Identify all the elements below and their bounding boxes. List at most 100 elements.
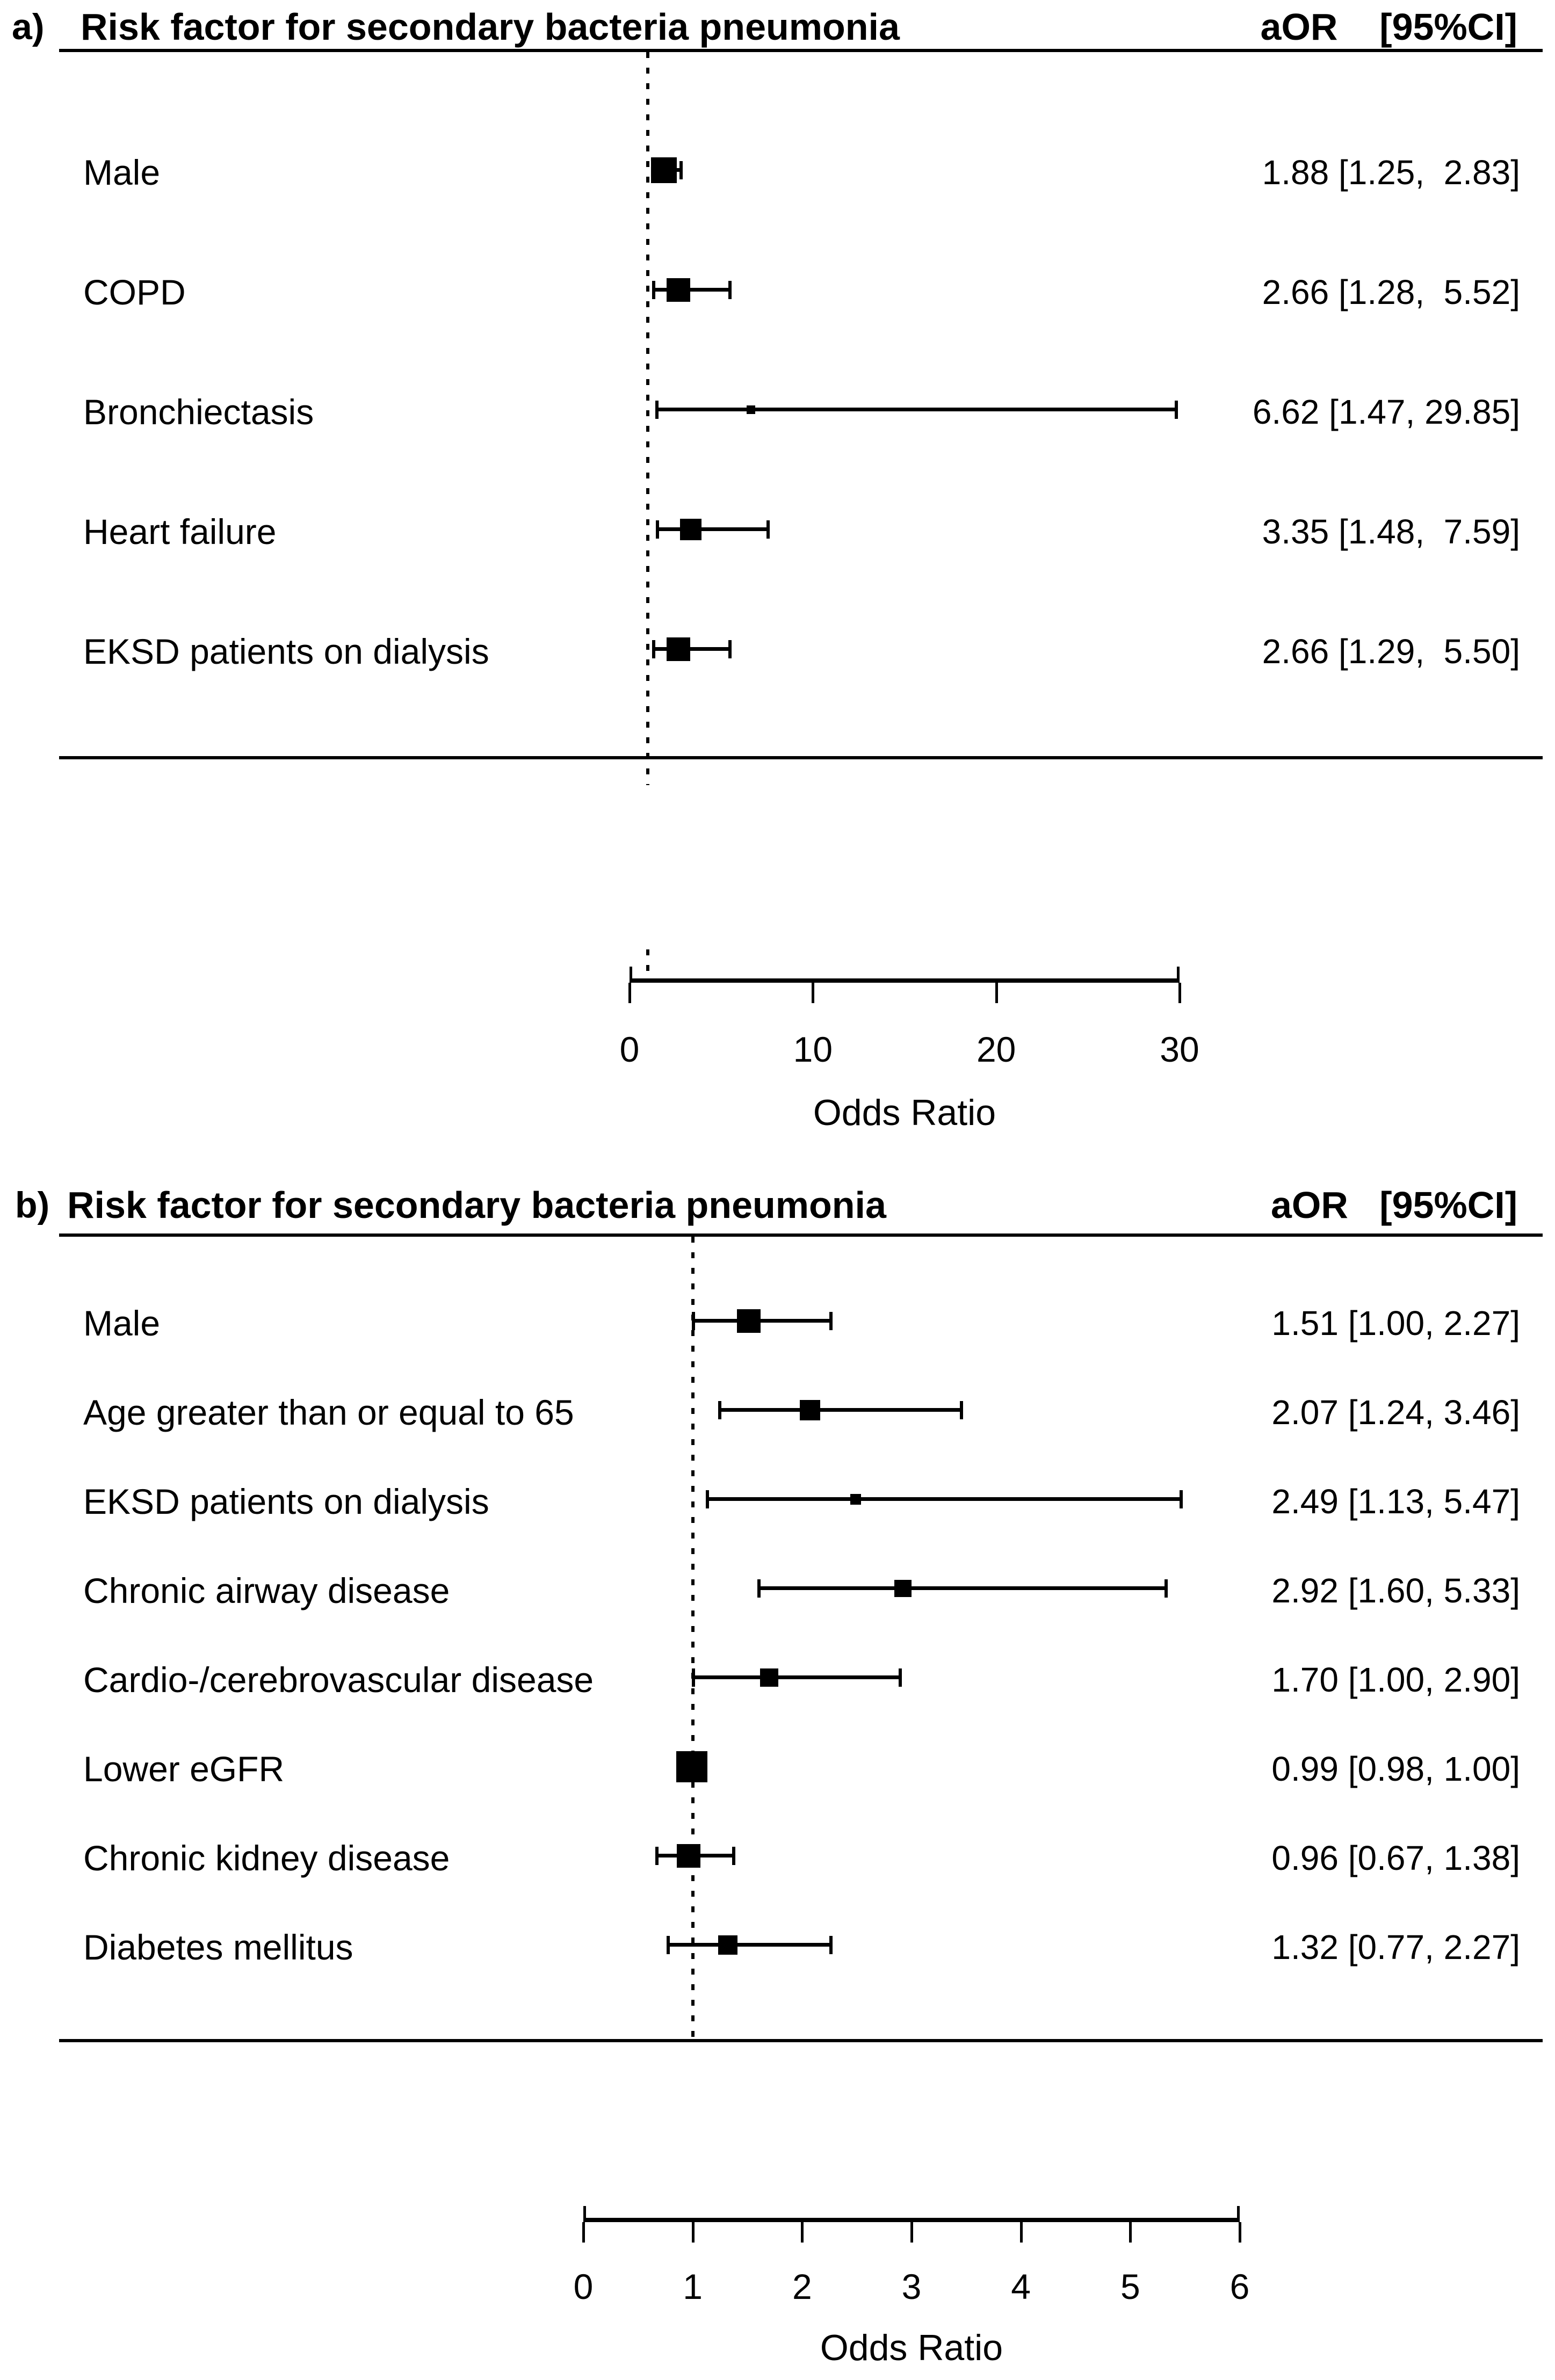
ci-line [653, 647, 731, 651]
x-axis-title: Odds Ratio [820, 2327, 1003, 2368]
ci-cap-right [1180, 1490, 1183, 1508]
or-marker [894, 1580, 912, 1597]
x-axis-title: Odds Ratio [813, 1092, 996, 1133]
panel-b-column-header: aOR [95%CI] [1271, 1184, 1517, 1226]
x-axis-line [630, 978, 1180, 983]
forest-row: Chronic airway disease 2.92 [1.60, 5.33] [0, 1551, 1555, 1626]
x-axis-tick [1239, 2222, 1241, 2243]
row-label: Chronic airway disease [83, 1571, 450, 1610]
or-marker [651, 157, 677, 183]
x-axis-tick [628, 983, 631, 1003]
panel-a-column-header: aOR [95%CI] [1260, 6, 1517, 48]
ci-line [692, 1675, 901, 1679]
x-axis-end-hook-right [1237, 2206, 1240, 2218]
ci-line [656, 408, 1177, 411]
ci-cap-right [679, 161, 683, 179]
forest-row: EKSD patients on dialysis 2.49 [1.13, 5.4… [0, 1462, 1555, 1537]
reference-line [691, 1237, 695, 2038]
forest-row: COPD 2.66 [1.28, 5.52] [0, 252, 1555, 328]
row-value: 2.66 [1.29, 5.50] [1262, 632, 1520, 671]
ci-cap-left [652, 640, 656, 658]
forest-row: Lower eGFR 0.99 [0.98, 1.00] [0, 1729, 1555, 1804]
ci-cap-left [691, 1668, 695, 1687]
ci-line [667, 1943, 832, 1947]
row-label: Age greater than or equal to 65 [83, 1392, 574, 1432]
row-value: 2.07 [1.24, 3.46] [1271, 1393, 1520, 1432]
x-axis-tick-label: 10 [793, 1029, 833, 1069]
x-axis-tick-label: 4 [1011, 2267, 1031, 2306]
ci-line [719, 1408, 962, 1412]
forest-row: Cardio-/cerebrovascular disease 1.70 [1.0… [0, 1640, 1555, 1715]
row-value: 2.66 [1.28, 5.52] [1262, 273, 1520, 311]
header-rule [59, 49, 1543, 52]
or-marker [850, 1494, 862, 1505]
ci-cap-right [829, 1312, 833, 1330]
ci-cap-left [655, 401, 659, 419]
row-label: EKSD patients on dialysis [83, 632, 489, 671]
row-value: 6.62 [1.47, 29.85] [1252, 393, 1520, 431]
x-axis-tick-label: 2 [792, 2267, 812, 2306]
row-label: Chronic kidney disease [83, 1838, 450, 1878]
forest-row: Age greater than or equal to 65 2.07 [1.2… [0, 1373, 1555, 1448]
row-value: 1.51 [1.00, 2.27] [1271, 1304, 1520, 1343]
x-axis-tick [910, 2222, 913, 2243]
row-label: EKSD patients on dialysis [83, 1482, 489, 1521]
or-marker [746, 405, 755, 414]
ci-cap-left [655, 1847, 659, 1865]
x-axis-tick [1178, 983, 1181, 1003]
x-axis-tick [582, 2222, 585, 2243]
row-label: Male [83, 1303, 161, 1343]
ci-cap-right [766, 520, 770, 539]
row-label: Heart failure [83, 512, 277, 552]
forest-row: Heart failure 3.35 [1.48, 7.59] [0, 492, 1555, 567]
ci-cap-right [728, 281, 732, 299]
x-axis-tick-label: 30 [1160, 1029, 1199, 1069]
ci-line [692, 1319, 832, 1323]
x-axis-end-hook-right [1177, 967, 1180, 978]
row-value: 1.32 [0.77, 2.27] [1271, 1928, 1520, 1967]
ci-cap-right [1174, 401, 1178, 419]
x-axis-tick [1019, 2222, 1023, 2243]
ci-cap-right [732, 1847, 736, 1865]
panel-a-letter: a) [12, 6, 45, 47]
or-marker [718, 1935, 737, 1955]
ci-cap-right [829, 1936, 833, 1954]
footer-rule [59, 756, 1543, 759]
reference-line [646, 52, 649, 785]
row-value: 2.49 [1.13, 5.47] [1271, 1482, 1520, 1521]
x-axis-tick-label: 5 [1120, 2267, 1140, 2306]
ci-line [656, 527, 769, 531]
ci-line [653, 288, 731, 292]
ci-cap-left [655, 520, 659, 539]
x-axis-tick [812, 983, 815, 1003]
row-label: Diabetes mellitus [83, 1927, 353, 1967]
ci-cap-left [706, 1490, 710, 1508]
forest-row: Bronchiectasis 6.62 [1.47, 29.85] [0, 372, 1555, 447]
ci-cap-left [666, 1936, 670, 1954]
or-marker [799, 1400, 820, 1420]
row-label: Male [83, 153, 161, 192]
row-label: Cardio-/cerebrovascular disease [83, 1660, 594, 1700]
footer-rule [59, 2039, 1543, 2042]
ci-cap-left [718, 1401, 721, 1419]
x-axis-end-hook-left [583, 2206, 586, 2218]
ci-line [707, 1497, 1182, 1501]
row-value: 3.35 [1.48, 7.59] [1262, 512, 1520, 551]
ci-cap-left [757, 1579, 761, 1598]
or-marker [676, 1844, 700, 1868]
forest-row: Male 1.88 [1.25, 2.83] [0, 133, 1555, 208]
row-label: Lower eGFR [83, 1749, 285, 1789]
forest-row: Chronic kidney disease 0.96 [0.67, 1.38] [0, 1818, 1555, 1893]
forest-row: EKSD patients on dialysis 2.66 [1.29, 5.5… [0, 612, 1555, 687]
or-marker [680, 519, 702, 540]
ci-cap-left [691, 1312, 695, 1330]
or-marker [676, 1751, 707, 1782]
x-axis-tick [801, 2222, 804, 2243]
row-value: 1.88 [1.25, 2.83] [1262, 153, 1520, 192]
ci-cap-right [959, 1401, 963, 1419]
row-value: 2.92 [1.60, 5.33] [1271, 1571, 1520, 1610]
forest-row: Diabetes mellitus 1.32 [0.77, 2.27] [0, 1907, 1555, 1983]
x-axis-tick-label: 3 [901, 2267, 922, 2306]
or-marker [666, 637, 690, 661]
